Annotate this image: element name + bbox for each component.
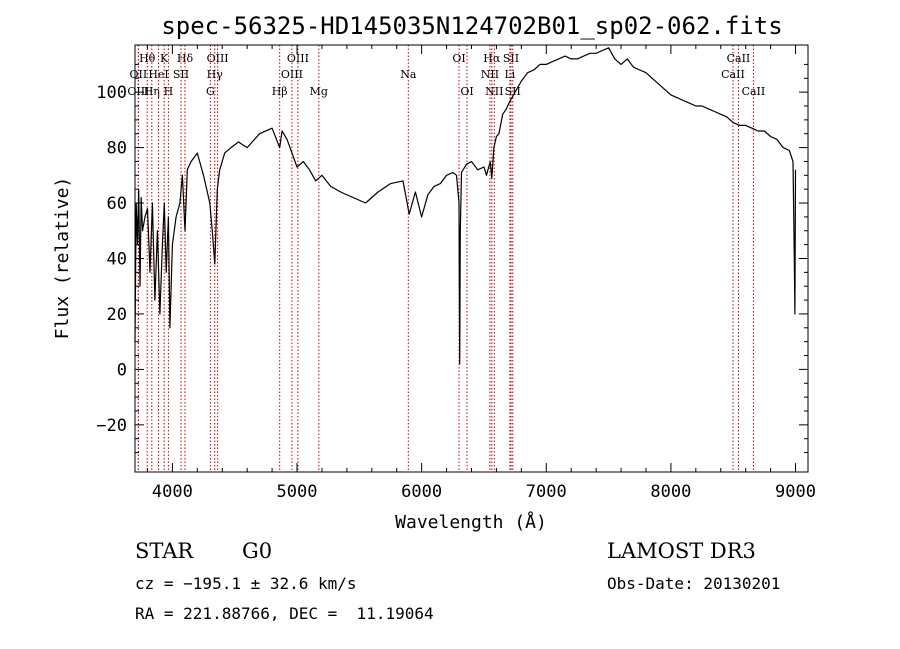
line-marker-label: HeI: [148, 68, 168, 81]
line-marker-label: OI: [460, 85, 473, 98]
x-axis-label: Wavelength (Å): [395, 511, 547, 533]
y-axis-label: Flux (relative): [52, 177, 73, 340]
line-marker-label: OIII: [281, 68, 303, 81]
chart-title: spec-56325-HD145035N124702B01_sp02-062.f…: [161, 12, 782, 40]
y-tick-label: 100: [96, 83, 127, 103]
line-marker-label: SII: [503, 52, 519, 65]
y-tick-label: 20: [107, 305, 127, 325]
line-marker-label: Hα: [483, 52, 501, 65]
y-tick-label: 40: [107, 250, 127, 270]
sky-coordinates: RA = 221.88766, DEC = 11.19064: [135, 604, 434, 623]
spectrum-chart: spec-56325-HD145035N124702B01_sp02-062.f…: [52, 12, 816, 533]
line-marker-label: OIII: [127, 85, 149, 98]
observation-date: Obs-Date: 20130201: [607, 574, 781, 593]
line-marker-label: Hθ: [139, 52, 156, 65]
plot-frame: [134, 44, 809, 473]
spectral-subclass: G0: [242, 539, 273, 563]
y-axis: −20 0 20 40 60 80 100: [96, 63, 808, 454]
line-marker-label: H: [164, 85, 174, 98]
line-marker-label: Hγ: [207, 68, 224, 81]
redshift-velocity: cz = −195.1 ± 32.6 km/s: [135, 574, 357, 593]
line-marker-label: CaII: [727, 52, 751, 65]
line-marker-label: SII: [173, 68, 189, 81]
line-marker-label: K: [160, 52, 169, 65]
y-tick-label: −20: [96, 416, 127, 436]
line-marker-label: Mg: [310, 85, 328, 98]
line-marker-label: Hβ: [272, 85, 288, 98]
line-marker-label: OIII: [287, 52, 309, 65]
x-tick-label: 6000: [401, 482, 442, 502]
x-axis: 4000 5000 6000 7000 8000 9000: [146, 45, 816, 502]
x-tick-label: 9000: [775, 482, 816, 502]
x-tick-label: 5000: [277, 482, 318, 502]
survey-name: LAMOST DR3: [607, 539, 756, 563]
object-class: STAR: [135, 539, 194, 563]
x-tick-label: 4000: [152, 482, 193, 502]
line-marker-label: CaII: [721, 68, 745, 81]
line-marker-label: NII: [481, 68, 499, 81]
line-marker-label: Na: [400, 68, 417, 81]
line-marker-label: G: [206, 85, 215, 98]
x-tick-label: 7000: [526, 482, 567, 502]
y-tick-label: 0: [117, 360, 127, 380]
y-tick-label: 80: [107, 139, 127, 159]
line-marker-label: OIII: [207, 52, 229, 65]
line-marker-label: CaII: [742, 85, 766, 98]
y-tick-label: 60: [107, 194, 127, 214]
line-marker-label: Hη: [144, 85, 160, 98]
line-marker-label: Li: [504, 68, 515, 81]
line-marker-label: Hδ: [177, 52, 194, 65]
x-tick-label: 8000: [650, 482, 691, 502]
line-marker-label: NII: [485, 85, 503, 98]
flux-series-line: [134, 47, 797, 365]
line-marker-label: OI: [452, 52, 465, 65]
